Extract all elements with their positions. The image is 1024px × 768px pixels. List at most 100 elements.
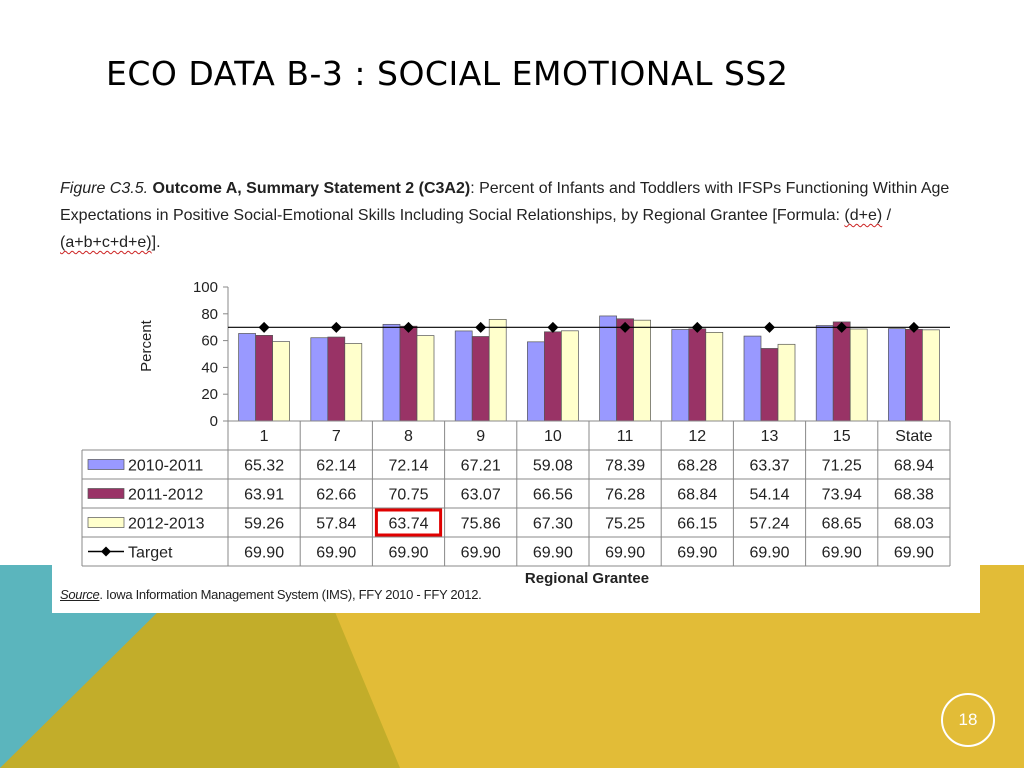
bar-2011-2012-11 [616,318,634,422]
table-cell-2011-2012-9: 63.07 [461,487,501,504]
table-cell-2012-2013-13: 57.24 [749,516,789,533]
legend-label-2011-2012: 2011-2012 [128,487,203,504]
table-cell-Target-12: 69.90 [677,545,717,562]
formula-separator: / [882,207,892,224]
table-cell-2011-2012-8: 70.75 [388,487,428,504]
table-cell-2010-2011-State: 68.94 [894,458,934,475]
caption-description: : Percent of Infants and Toddlers with I… [60,180,950,224]
y-tick-label: 40 [201,359,218,376]
y-axis: 0 20 40 60 80 100 [193,279,229,450]
source-note: Source. Iowa Information Management Syst… [60,587,482,602]
x-tick-label-9: 9 [476,428,485,445]
target-marker-10 [547,321,559,333]
table-cell-2011-2012-1: 63.91 [244,487,284,504]
y-tick-label: 60 [201,333,218,350]
table-cell-2012-2013-12: 66.15 [677,516,717,533]
table-cell-2012-2013-State: 68.03 [894,516,934,533]
table-cell-2010-2011-10: 59.08 [533,458,573,475]
legend-swatch-2010-2011 [87,459,125,470]
y-tick-label: 100 [193,279,218,296]
bar-2012-2013-7 [344,343,363,422]
table-cell-Target-10: 69.90 [533,545,573,562]
table-cell-2010-2011-1: 65.32 [244,458,284,475]
x-tick-label-7: 7 [332,428,341,445]
table-cell-2012-2013-8: 63.74 [388,516,428,533]
x-tick-label-11: 11 [617,428,634,445]
table-cell-2011-2012-13: 54.14 [749,487,789,504]
target-marker-8 [403,321,414,333]
x-tick-label-8: 8 [404,428,413,445]
bar-2012-2013-11 [633,319,651,422]
bar-2010-2011-8 [382,323,401,422]
table-cell-2012-2013-15: 68.65 [822,516,862,533]
table-cell-Target-State: 69.90 [894,545,934,562]
bar-2011-2012-13 [760,348,779,422]
bar-2012-2013-10 [561,330,579,422]
legend-swatch-marker [101,546,111,557]
formula-denominator: (a+b+c+d+e) [60,234,152,251]
target-marker-1 [258,321,270,333]
table-cell-2011-2012-State: 68.38 [894,487,934,504]
formula-end: ]. [151,234,161,251]
bar-2012-2013-State [922,329,940,422]
table-cell-2010-2011-15: 71.25 [822,458,862,475]
bar-chart: 0 20 40 60 80 100 1 7 8 9 10 11 12 13 15 State 2010-201… [81,279,951,587]
legend-label-2010-2011: 2010-2011 [128,458,203,475]
x-tick-label-15: 15 [833,428,851,445]
source-text: . Iowa Information Management System (IM… [99,587,482,602]
target-marker-9 [475,321,487,333]
bar-2012-2013-15 [849,328,868,422]
y-tick-label: 80 [201,306,218,323]
bar-2012-2013-8 [416,335,435,422]
x-tick-label-State: State [895,428,932,445]
table-cell-2011-2012-15: 73.94 [822,487,862,504]
table-cell-2010-2011-8: 72.14 [388,458,428,475]
bar-2010-2011-12 [671,329,690,422]
bar-2011-2012-7 [327,336,346,422]
y-tick-label: 20 [201,386,218,403]
bar-2011-2012-8 [399,325,418,422]
table-cell-2012-2013-1: 59.26 [244,516,284,533]
target-marker-11 [619,321,631,333]
bar-2011-2012-9 [471,336,490,422]
target-marker-12 [691,321,703,333]
table-cell-Target-11: 69.90 [605,545,645,562]
x-tick-label-10: 10 [544,428,562,445]
table-cell-2012-2013-7: 57.84 [316,516,356,533]
bar-2010-2011-10 [527,341,545,422]
table-cell-2010-2011-11: 78.39 [605,458,645,475]
table-cell-Target-8: 69.90 [388,545,428,562]
bar-2010-2011-9 [454,330,473,422]
bar-2010-2011-7 [310,337,329,422]
table-cell-2010-2011-7: 62.14 [316,458,356,475]
bar-2012-2013-9 [488,318,507,422]
bar-2011-2012-12 [688,328,707,422]
bar-2011-2012-1 [255,335,273,422]
table-cell-2011-2012-12: 68.84 [677,487,717,504]
x-tick-label-13: 13 [761,428,779,445]
target-marker-15 [836,321,848,333]
table-cell-2011-2012-10: 66.56 [533,487,573,504]
legend-label-Target: Target [128,545,173,562]
bar-2011-2012-State [905,329,923,422]
bar-2012-2013-12 [705,332,724,422]
target-marker-State [908,321,920,333]
bar-2010-2011-State [888,328,906,422]
data-table: 1 7 8 9 10 11 12 13 15 State 2010-2011 65.32 62.14 72… [81,420,951,567]
table-cell-2010-2011-9: 67.21 [461,458,501,475]
bar-2011-2012-15 [832,321,851,422]
table-cell-2010-2011-13: 63.37 [749,458,789,475]
table-cell-2012-2013-9: 75.86 [461,516,501,533]
formula-numerator: (d+e) [844,207,883,224]
highlight-box [374,508,443,537]
bar-2012-2013-13 [777,343,796,422]
legend-swatch-2011-2012 [87,488,125,499]
bar-2010-2011-15 [815,325,834,422]
page-number: 18 [941,693,995,747]
source-label: Source [60,587,100,602]
figure-caption: Figure C3.5. Outcome A, Summary Statemen… [60,175,972,256]
x-tick-label-1: 1 [260,428,269,445]
table-cell-2011-2012-11: 76.28 [605,487,645,504]
target-line [228,321,950,333]
x-axis-title: Regional Grantee [525,570,649,587]
